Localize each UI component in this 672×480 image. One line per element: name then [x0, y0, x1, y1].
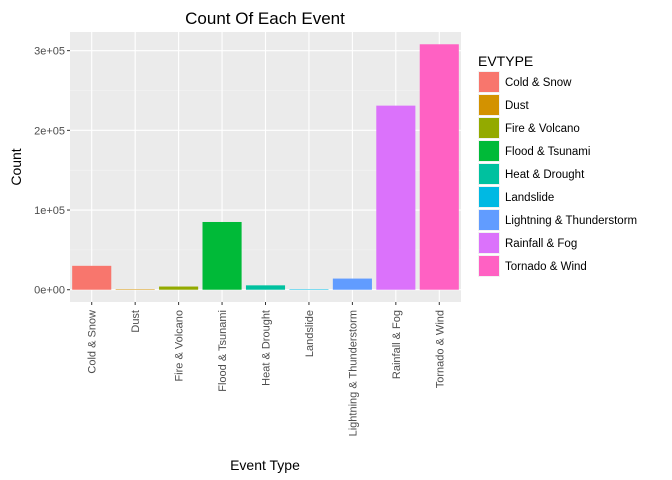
x-axis-title: Event Type [230, 457, 300, 473]
x-axis: Cold & Snow Dust Fire & Volcano Flood & Tsu… [87, 302, 446, 436]
legend-label: Lightning & Thunderstorm [505, 215, 637, 227]
x-tick-label: Flood & Tsunami [217, 310, 229, 392]
legend-label: Landslide [505, 192, 554, 204]
x-tick-label: Lightning & Thunderstorm [347, 310, 359, 436]
legend-key [479, 118, 499, 138]
x-tick-label: Landslide [304, 310, 316, 357]
legend-label: Cold & Snow [505, 77, 572, 89]
bar [115, 289, 155, 290]
y-axis-title: Count [8, 148, 24, 185]
x-tick-label: Cold & Snow [87, 310, 99, 374]
bar [72, 265, 112, 290]
legend-label: Tornado & Wind [505, 261, 587, 273]
legend-key [479, 95, 499, 115]
legend: EVTYPE Cold & Snow Dust Fire & Volcano Floo… [478, 53, 637, 277]
y-tick-label: 1e+05 [34, 205, 65, 217]
legend-label: Flood & Tsunami [505, 146, 590, 158]
bar [419, 44, 459, 290]
y-axis: 0e+00 1e+05 2e+05 3e+05 [34, 46, 70, 297]
legend-label: Dust [505, 100, 529, 112]
legend-items: Cold & Snow Dust Fire & Volcano Flood & Tsu… [478, 71, 637, 277]
legend-key [479, 233, 499, 253]
bar [332, 278, 372, 290]
legend-label: Fire & Volcano [505, 123, 580, 135]
x-tick-label: Heat & Drought [261, 310, 273, 386]
legend-key [479, 164, 499, 184]
legend-key [479, 187, 499, 207]
y-tick-label: 2e+05 [34, 125, 65, 137]
bar [289, 289, 329, 290]
legend-label: Heat & Drought [505, 169, 585, 181]
bar [245, 285, 286, 290]
legend-key [479, 72, 499, 92]
x-tick-label: Dust [130, 310, 142, 333]
legend-key [479, 256, 499, 276]
x-tick-label: Fire & Volcano [174, 310, 186, 382]
x-tick-label: Rainfall & Fog [391, 310, 403, 379]
legend-label: Rainfall & Fog [505, 238, 577, 250]
bar [159, 286, 199, 290]
legend-title: EVTYPE [478, 53, 533, 69]
x-tick-label: Tornado & Wind [434, 310, 446, 388]
bars [72, 44, 459, 290]
legend-key [479, 141, 499, 161]
bar [202, 221, 242, 290]
bar [376, 105, 416, 290]
chart-title: Count Of Each Event [185, 9, 345, 28]
y-tick-label: 0e+00 [34, 285, 65, 297]
legend-key [479, 210, 499, 230]
y-tick-label: 3e+05 [34, 46, 65, 58]
